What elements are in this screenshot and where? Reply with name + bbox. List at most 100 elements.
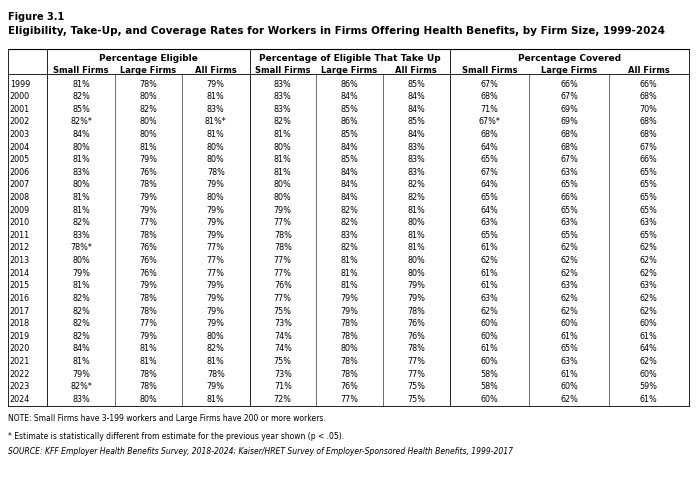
Text: 85%: 85% [341, 130, 358, 139]
Text: 1999: 1999 [10, 80, 30, 89]
Text: 78%*: 78%* [70, 243, 92, 252]
Text: 65%: 65% [640, 168, 658, 177]
Text: All Firms: All Firms [628, 66, 670, 75]
Text: 79%: 79% [207, 231, 225, 240]
Text: 82%: 82% [72, 218, 90, 227]
Text: 76%: 76% [274, 281, 292, 290]
Text: 82%: 82% [274, 118, 292, 126]
Text: 62%: 62% [640, 269, 658, 278]
Text: 61%: 61% [560, 332, 578, 341]
Text: 61%: 61% [480, 344, 498, 353]
Text: 81%: 81% [207, 130, 224, 139]
Text: 73%: 73% [274, 370, 292, 379]
Text: 79%: 79% [207, 205, 225, 215]
Text: 79%: 79% [139, 281, 158, 290]
Text: 2011: 2011 [10, 231, 30, 240]
Text: 79%: 79% [341, 307, 358, 315]
Text: 84%: 84% [407, 105, 425, 114]
Text: 63%: 63% [560, 168, 578, 177]
Text: 68%: 68% [640, 118, 658, 126]
Text: 2007: 2007 [10, 180, 30, 190]
Text: 78%: 78% [341, 370, 358, 379]
Text: 83%: 83% [72, 231, 90, 240]
Text: 80%: 80% [139, 92, 158, 101]
Text: 62%: 62% [640, 357, 658, 366]
Text: 64%: 64% [640, 344, 658, 353]
Text: 61%: 61% [560, 370, 578, 379]
Text: 79%: 79% [341, 294, 358, 303]
Text: 78%: 78% [341, 319, 358, 328]
Text: 60%: 60% [640, 319, 658, 328]
Text: 78%: 78% [274, 231, 292, 240]
Text: 77%: 77% [274, 218, 292, 227]
Text: 2000: 2000 [10, 92, 30, 101]
Text: 81%: 81% [341, 256, 358, 265]
Text: Percentage Covered: Percentage Covered [518, 54, 620, 63]
Text: 81%: 81% [407, 231, 425, 240]
Text: 65%: 65% [640, 180, 658, 190]
Text: 78%: 78% [274, 243, 292, 252]
Text: 77%: 77% [407, 370, 425, 379]
Text: 75%: 75% [407, 382, 425, 391]
Text: 82%: 82% [207, 344, 224, 353]
Text: 81%: 81% [407, 205, 425, 215]
Text: 83%: 83% [407, 155, 425, 164]
Text: 67%*: 67%* [478, 118, 500, 126]
Text: 62%: 62% [640, 243, 658, 252]
Text: 78%: 78% [341, 357, 358, 366]
Text: 76%: 76% [139, 269, 158, 278]
Text: 79%: 79% [207, 218, 225, 227]
Text: 62%: 62% [640, 307, 658, 315]
Text: 70%: 70% [640, 105, 658, 114]
Text: 63%: 63% [560, 281, 578, 290]
Text: 77%: 77% [139, 218, 158, 227]
Text: Small Firms: Small Firms [54, 66, 109, 75]
Text: 78%: 78% [207, 168, 224, 177]
Text: 78%: 78% [139, 382, 158, 391]
Text: 81%: 81% [207, 357, 224, 366]
Text: 2014: 2014 [10, 269, 30, 278]
Text: 63%: 63% [560, 357, 578, 366]
Text: 62%: 62% [560, 256, 578, 265]
Text: 2021: 2021 [10, 357, 30, 366]
Text: 61%: 61% [480, 281, 498, 290]
Text: 82%: 82% [72, 332, 90, 341]
Text: 81%: 81% [274, 130, 292, 139]
Text: 79%: 79% [207, 307, 225, 315]
Text: 77%: 77% [207, 243, 225, 252]
Text: Percentage of Eligible That Take Up: Percentage of Eligible That Take Up [259, 54, 441, 63]
Text: 79%: 79% [207, 281, 225, 290]
Text: 80%: 80% [72, 180, 90, 190]
Text: 85%: 85% [341, 155, 358, 164]
Text: 2012: 2012 [10, 243, 30, 252]
Text: 68%: 68% [560, 130, 578, 139]
Text: 82%: 82% [72, 319, 90, 328]
Text: 81%: 81% [72, 205, 90, 215]
Text: 63%: 63% [640, 218, 658, 227]
Text: Figure 3.1: Figure 3.1 [8, 12, 65, 23]
Text: 84%: 84% [72, 130, 90, 139]
Text: 80%: 80% [207, 155, 224, 164]
Text: 83%: 83% [207, 105, 224, 114]
Text: 80%: 80% [139, 395, 158, 404]
Text: 78%: 78% [407, 307, 425, 315]
Text: 62%: 62% [560, 395, 578, 404]
Text: 79%: 79% [407, 281, 425, 290]
Text: 81%: 81% [407, 243, 425, 252]
Text: 81%: 81% [72, 193, 90, 202]
Text: 77%: 77% [207, 256, 225, 265]
Text: 85%: 85% [72, 105, 90, 114]
Text: 81%: 81% [72, 281, 90, 290]
Text: 74%: 74% [274, 344, 292, 353]
Text: 68%: 68% [480, 92, 498, 101]
Text: 77%: 77% [407, 357, 425, 366]
Text: 68%: 68% [480, 130, 498, 139]
Text: 79%: 79% [139, 205, 158, 215]
Text: Large Firms: Large Firms [541, 66, 597, 75]
Text: 78%: 78% [407, 344, 425, 353]
Text: 79%: 79% [207, 294, 225, 303]
Text: 61%: 61% [480, 269, 498, 278]
Text: 2017: 2017 [10, 307, 30, 315]
Text: 64%: 64% [480, 180, 498, 190]
Text: 82%: 82% [72, 294, 90, 303]
